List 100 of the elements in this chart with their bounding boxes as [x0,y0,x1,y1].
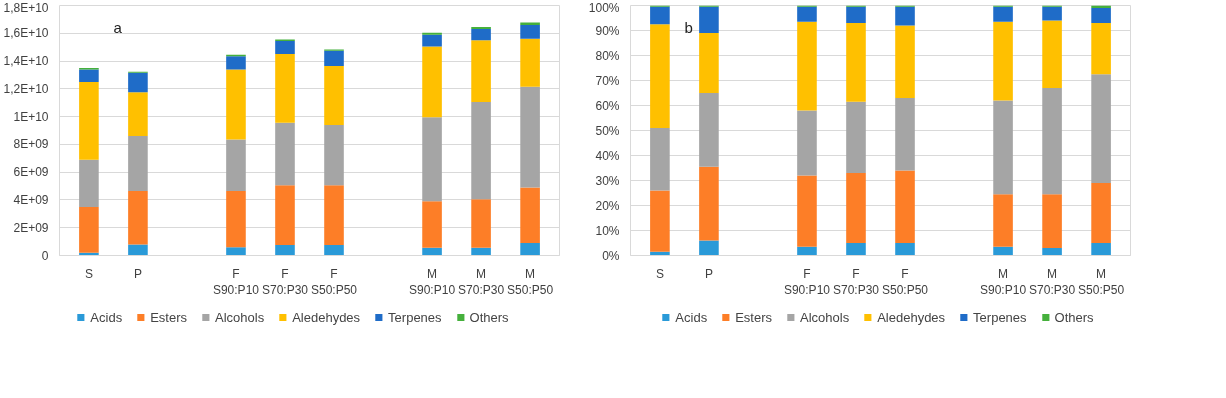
bar [226,56,246,70]
legend-label: Others [1054,309,1094,325]
bar [846,173,866,243]
x-tick-label: M S70:P30 [458,266,505,298]
bar [846,23,866,102]
bar [993,21,1013,101]
y-tick-label: 1,2E+10 [3,81,49,96]
y-tick-label: 80% [595,48,620,63]
bar [79,69,99,82]
legend-label: Aledehydes [877,309,946,325]
bar [128,72,148,93]
legend-label: Alcohols [800,309,850,325]
y-tick-label: 70% [595,73,620,88]
y-tick-label: 1E+10 [13,109,49,124]
bar [1042,6,1062,21]
bar [471,27,491,30]
bar [226,69,246,140]
bar [993,6,1013,22]
bar [275,54,295,123]
y-tick-label: 100% [588,0,620,15]
bar [699,6,719,33]
bar [520,24,540,39]
x-tick-label: M S70:P30 [1029,266,1076,298]
bar [275,245,295,256]
x-tick-label: S [655,266,664,281]
bar [1091,74,1111,183]
bar [324,185,344,246]
legend-label: Esters [150,309,188,325]
x-tick-label: F S90:P10 [783,266,831,298]
x-tick-label: F S90:P10 [212,266,260,298]
x-tick-label: S [84,266,93,281]
bar [128,244,148,256]
bar [650,128,670,191]
bar [520,243,540,256]
legend-label: Terpenes [973,309,1027,325]
bar [1091,8,1111,23]
x-tick-label: M S50:P50 [507,266,554,298]
bar [993,100,1013,195]
legend-label: Acids [90,309,123,325]
annotation: a [113,18,123,36]
annotation: b [684,18,693,36]
bar [846,101,866,173]
legend-label: Aledehydes [292,309,361,325]
bar [275,185,295,246]
bar [797,246,817,256]
bar [520,187,540,243]
legend-label: Others [469,309,509,325]
bar [699,93,719,167]
x-tick-label: M S90:P10 [409,266,456,298]
bar [650,6,670,25]
bar [797,175,817,247]
bar [471,199,491,248]
y-tick-label: 0 [41,248,49,263]
y-tick-label: 1,4E+10 [3,54,49,69]
bar [1042,248,1062,256]
bar [895,6,915,26]
y-tick-label: 6E+09 [13,165,49,180]
bar [422,46,442,118]
bar [226,247,246,256]
bar [650,24,670,128]
bar [79,206,99,253]
bar [128,92,148,137]
y-tick-label: 1,8E+10 [3,0,49,15]
bar [226,190,246,248]
bar [895,98,915,171]
x-tick-label: F S70:P30 [832,266,880,298]
bar [797,21,817,111]
y-tick-label: 8E+09 [13,137,49,152]
bar [1091,243,1111,256]
x-tick-label: M S90:P10 [980,266,1027,298]
bar [79,159,99,207]
bar [422,247,442,256]
y-tick-label: 20% [595,198,620,213]
bar [1091,23,1111,75]
bar [699,166,719,241]
x-tick-label: P [133,266,142,281]
bar [1091,183,1111,243]
bar [1042,88,1062,195]
bar [471,102,491,200]
bar [650,190,670,252]
bar [520,86,540,188]
bar [324,50,344,66]
bar [226,139,246,191]
bar [471,29,491,41]
bar [895,243,915,256]
y-tick-label: 60% [595,98,620,113]
x-tick-label: F S50:P50 [881,266,929,298]
y-tick-label: 90% [595,23,620,38]
legend-label: Alcohols [215,309,265,325]
bar [79,81,99,160]
y-tick-label: 0% [602,248,620,263]
bar [471,247,491,256]
bar [797,6,817,22]
legend-label: Acids [675,309,708,325]
bar [422,34,442,47]
bar [993,246,1013,256]
bar [1042,194,1062,248]
x-tick-label: F S50:P50 [310,266,358,298]
legend-label: Esters [735,309,773,325]
y-tick-label: 10% [595,223,620,238]
